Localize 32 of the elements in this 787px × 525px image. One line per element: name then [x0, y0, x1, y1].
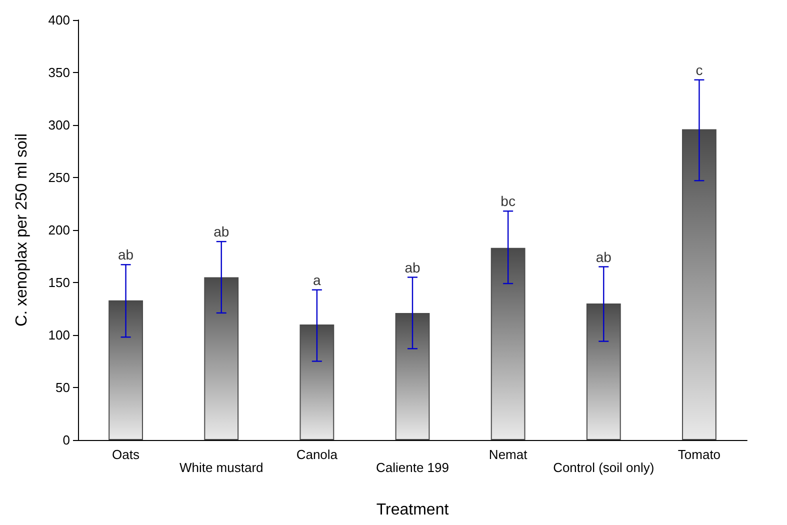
x-tick-label: Oats: [112, 447, 140, 462]
y-tick-label: 400: [48, 12, 70, 28]
annotation: ab: [404, 259, 420, 276]
annotation: ab: [118, 246, 134, 263]
y-tick-label: 0: [62, 432, 70, 448]
y-axis-title: C. xenoplax per 250 ml soil: [14, 134, 30, 326]
y-tick-label: 350: [48, 65, 70, 80]
bar: [108, 300, 143, 440]
x-tick-label: Nemat: [488, 447, 528, 462]
y-tick-label: 250: [48, 170, 70, 185]
y-tick-label: 150: [48, 275, 70, 290]
annotation: ab: [214, 224, 230, 240]
x-tick-label: Caliente 199: [376, 460, 449, 475]
x-axis-title: Treatment: [376, 502, 450, 518]
y-tick-label: 50: [56, 380, 70, 395]
bar: [586, 304, 621, 440]
x-tick-label: Tomato: [678, 447, 721, 462]
annotation: a: [313, 272, 322, 288]
bar: [204, 277, 239, 440]
bar: [682, 129, 716, 440]
y-tick-label: 100: [48, 328, 70, 342]
y-tick-label: 200: [48, 222, 70, 238]
y-tick-label: 300: [48, 118, 70, 132]
x-tick-label: White mustard: [179, 460, 264, 475]
bar: [490, 248, 526, 440]
x-tick-label: Control (soil only): [553, 460, 654, 475]
annotation: c: [696, 62, 703, 78]
bar: [395, 312, 430, 440]
annotation: ab: [596, 248, 612, 265]
bar: [300, 324, 334, 440]
annotation: bc: [500, 193, 516, 210]
x-tick-label: Canola: [296, 447, 338, 462]
